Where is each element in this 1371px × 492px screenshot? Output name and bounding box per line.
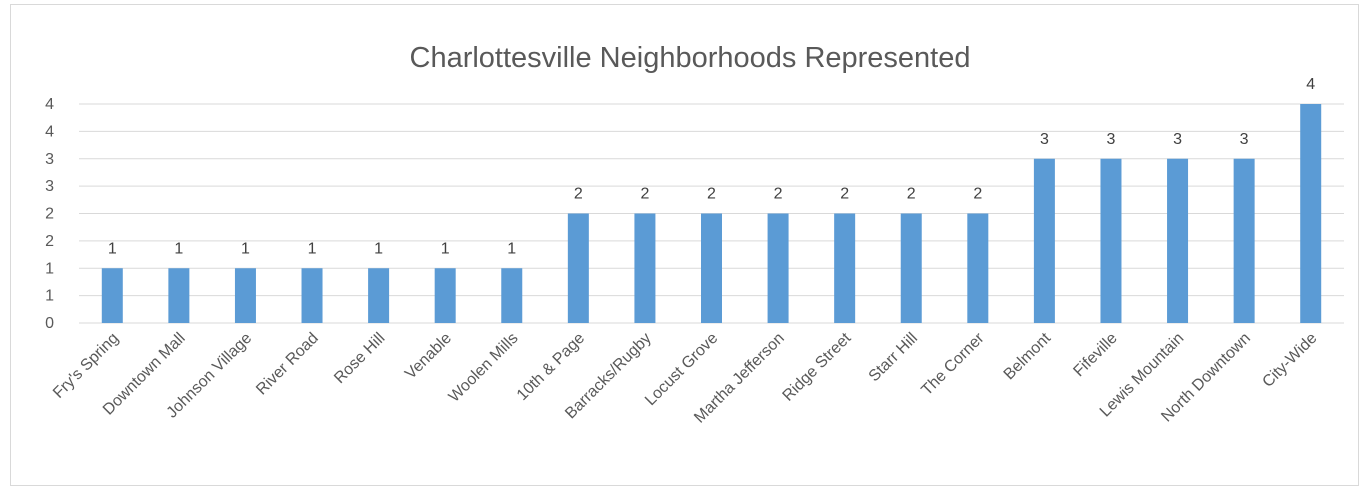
x-category-label: The Corner: [918, 329, 988, 399]
data-label: 2: [774, 186, 783, 203]
x-category-label: 10th & Page: [514, 330, 588, 404]
y-tick-label: 1: [45, 260, 54, 277]
y-tick-label: 4: [45, 96, 54, 113]
y-tick-label: 3: [45, 151, 54, 168]
x-category-label: City-Wide: [1259, 330, 1320, 391]
data-label: 3: [1040, 131, 1049, 148]
data-label: 3: [1107, 131, 1116, 148]
x-category-label: River Road: [253, 330, 322, 399]
bar: [1233, 158, 1255, 323]
bar: [634, 213, 656, 323]
data-label: 1: [108, 240, 117, 257]
data-label: 1: [441, 240, 450, 257]
bar: [234, 268, 256, 323]
bar: [101, 268, 123, 323]
bar: [967, 213, 989, 323]
data-label: 2: [907, 186, 916, 203]
y-tick-label: 2: [45, 206, 54, 223]
bar: [1033, 158, 1055, 323]
y-axis-ticks: 0 1 1 2 2 3 3 4 4: [45, 96, 54, 332]
bar: [834, 213, 856, 323]
data-label: 1: [241, 240, 250, 257]
x-category-label: Ridge Street: [780, 329, 855, 404]
chart-title: Charlottesville Neighborhoods Represente…: [410, 42, 971, 74]
bar: [168, 268, 190, 323]
data-label: 1: [374, 240, 383, 257]
x-category-label: Fry's Spring: [50, 330, 122, 402]
data-label: 3: [1240, 131, 1249, 148]
data-label: 3: [1173, 131, 1182, 148]
bar: [900, 213, 922, 323]
y-tick-label: 4: [45, 123, 54, 140]
data-label: 2: [707, 186, 716, 203]
y-tick-label: 2: [45, 233, 54, 250]
data-label: 4: [1306, 76, 1315, 93]
x-category-label: Fifeville: [1070, 330, 1120, 380]
bar: [701, 213, 722, 323]
data-label: 1: [174, 240, 183, 257]
data-label: 2: [840, 186, 849, 203]
x-category-label: Venable: [402, 330, 455, 383]
x-category-label: Starr Hill: [866, 330, 921, 385]
y-tick-label: 0: [45, 315, 54, 332]
bar: [301, 268, 323, 323]
x-category-label: Woolen Mills: [446, 330, 522, 406]
x-category-label: Belmont: [1001, 329, 1055, 383]
y-tick-label: 3: [45, 178, 54, 195]
bar: [501, 268, 523, 323]
data-label: 1: [507, 240, 516, 257]
data-label: 2: [574, 186, 583, 203]
bar: [567, 213, 589, 323]
bar: [1100, 158, 1122, 323]
bar: [368, 268, 390, 323]
data-labels: 1 1 1 1 1 1 1 2 2 2 2 2 2 2 3 3 3 3 4: [108, 76, 1315, 257]
bar: [434, 268, 456, 323]
bars: [101, 104, 1322, 323]
y-tick-label: 1: [45, 288, 54, 305]
bar: [1167, 158, 1189, 323]
bar: [767, 213, 789, 323]
bar: [1300, 104, 1322, 323]
x-category-label: Rose Hill: [331, 330, 388, 387]
data-label: 1: [308, 240, 317, 257]
data-label: 2: [973, 186, 982, 203]
data-label: 2: [640, 186, 649, 203]
chart-frame: [10, 4, 1359, 486]
